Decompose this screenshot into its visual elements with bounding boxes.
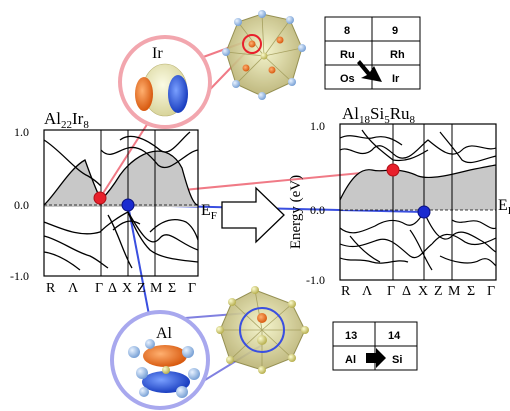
right-ytick-bottom: -1.0 (306, 273, 325, 287)
bottom-cage-atoms (216, 286, 309, 374)
left-blue-marker (121, 198, 135, 212)
right-xtick-sigma: Σ (467, 284, 475, 299)
right-xtick-delta: Δ (402, 284, 411, 299)
al-orbital-label: Al (156, 325, 173, 342)
left-xtick-x: X (122, 281, 132, 296)
left-band-panel: Al22Ir8 1.0 0.0 -1.0 (10, 109, 199, 296)
left-band-lines (43, 131, 199, 271)
top-cage-structure (222, 10, 306, 100)
right-red-marker (386, 163, 400, 177)
right-xticks: R Λ Γ Δ X Z M Σ Γ (341, 284, 495, 299)
element-si: Si (392, 354, 402, 366)
group-8-header: 8 (344, 25, 350, 37)
left-xtick-sigma: Σ (168, 281, 176, 296)
ir-orbital-inset: Ir (118, 35, 212, 129)
al-lobe-orange (143, 345, 187, 367)
left-ytick-mid: 0.0 (14, 198, 29, 212)
left-plot-frame (43, 129, 199, 277)
left-red-marker (93, 191, 107, 205)
group-14-header: 14 (388, 330, 401, 342)
top-cage-atoms (222, 10, 306, 100)
right-band-gap-fill (340, 165, 496, 210)
left-xtick-gamma: Γ (95, 281, 103, 296)
left-xtick-lambda: Λ (68, 281, 79, 296)
right-xtick-x: X (418, 284, 428, 299)
right-xtick-lambda: Λ (362, 284, 373, 299)
left-xticks: R Λ Γ Δ X Z M Σ Γ (46, 281, 196, 296)
element-al: Al (345, 354, 356, 366)
left-ytick-bottom: -1.0 (10, 269, 29, 283)
al-lobe-blue (142, 371, 190, 393)
right-plot-frame (339, 123, 497, 281)
ir-lobe-blue (168, 75, 188, 113)
element-ru: Ru (340, 49, 355, 61)
blue-link-to-al-orbital (127, 204, 151, 321)
left-xtick-m: M (150, 281, 163, 296)
top-periodic-table: 8 9 Ru Rh Os Ir (324, 16, 421, 90)
ir-orbital-label: Ir (152, 45, 163, 62)
bottom-periodic-table: 13 14 Al Si (332, 321, 418, 371)
right-xtick-r: R (341, 284, 351, 299)
left-xtick-delta: Δ (108, 281, 117, 296)
right-ytick-top: 1.0 (310, 119, 325, 133)
left-xtick-gamma-end: Γ (188, 281, 196, 296)
left-formula: Al22Ir8 (44, 109, 89, 131)
element-ir: Ir (392, 73, 400, 85)
left-ytick-top: 1.0 (14, 125, 29, 139)
bottom-cage-structure (216, 286, 309, 374)
right-ytick-mid: 0.0 (310, 203, 325, 217)
fermi-label-right: EF (498, 197, 510, 217)
al-neighbor-atoms (128, 339, 200, 398)
left-xtick-r: R (46, 281, 56, 296)
top-table-arrow (357, 60, 382, 82)
right-blue-marker (417, 205, 431, 219)
right-xtick-z: Z (434, 284, 443, 299)
right-y-label: Energy (eV) (288, 175, 304, 249)
bottom-cage-highlight (239, 307, 285, 353)
element-os: Os (340, 73, 355, 85)
group-13-header: 13 (345, 330, 357, 342)
bottom-table-arrow (366, 348, 386, 368)
fermi-label-left: EF (201, 202, 217, 222)
group-9-header: 9 (392, 25, 398, 37)
top-cage-highlight (242, 34, 262, 54)
right-band-panel: Al18Si5Ru8 Energy (eV) 1.0 0.0 -1.0 (288, 104, 510, 299)
left-xtick-z: Z (137, 281, 146, 296)
ir-lobe-orange (135, 77, 153, 111)
element-rh: Rh (390, 49, 405, 61)
right-xtick-gamma: Γ (387, 284, 395, 299)
left-band-gap-fill (44, 151, 198, 207)
transition-arrow (221, 186, 285, 244)
right-xtick-gamma-end: Γ (487, 284, 495, 299)
right-xtick-m: M (448, 284, 461, 299)
right-formula: Al18Si5Ru8 (342, 104, 416, 126)
al-orbital-inset: Al (110, 310, 210, 410)
